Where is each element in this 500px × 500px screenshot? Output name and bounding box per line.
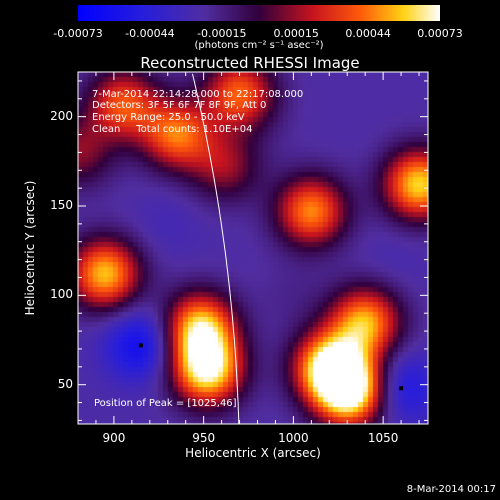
colorbar-tick-label: 0.00073 [417,27,463,40]
y-tick-label: 200 [50,108,73,123]
peak-position-label: Position of Peak = [1025,46] [94,398,237,409]
annotation-energy: Energy Range: 25.0 - 50.0 keV [92,112,245,123]
solar-limb [192,73,240,425]
annotation-time: 7-Mar-2014 22:14:28.000 to 22:17:08.000 [92,89,304,100]
heatmap-image [78,72,428,424]
x-tick-label: 900 [102,431,126,445]
colorbar-label: (photons cm⁻² s⁻¹ asec⁻²) [194,40,324,51]
colorbar-tick-label: -0.00044 [125,27,175,40]
x-tick-label: 950 [192,431,216,445]
x-tick-label: 1000 [278,431,309,445]
peak-marker [399,386,404,391]
colorbar-tick-label: -0.00015 [197,27,247,40]
y-axis-label: Heliocentric Y (arcsec) [23,180,37,316]
peak-marker [138,343,143,348]
footer-date: 8-Mar-2014 00:17 [406,484,496,495]
y-tick-label: 150 [50,198,73,212]
x-tick-label: 1050 [367,431,399,445]
peak-markers [138,343,404,391]
colorbar-tick-label: 0.00015 [273,27,319,40]
colorbar-tick-label: -0.00073 [53,27,103,40]
colorbar-tick-label: 0.00044 [345,27,391,40]
y-tick-label: 100 [50,287,73,302]
colorbar [78,5,440,21]
annotation-clean: Clean Total counts: 1.10E+04 [92,124,253,135]
annotation-detectors: Detectors: 3F 5F 6F 7F 8F 9F, Att 0 [92,100,267,111]
x-axis-label: Heliocentric X (arcsec) [185,446,321,460]
chart-title: Reconstructed RHESSI Image [140,54,360,72]
plot-frame [77,71,429,425]
axis-ticks [77,72,428,424]
y-tick-label: 50 [57,376,73,391]
